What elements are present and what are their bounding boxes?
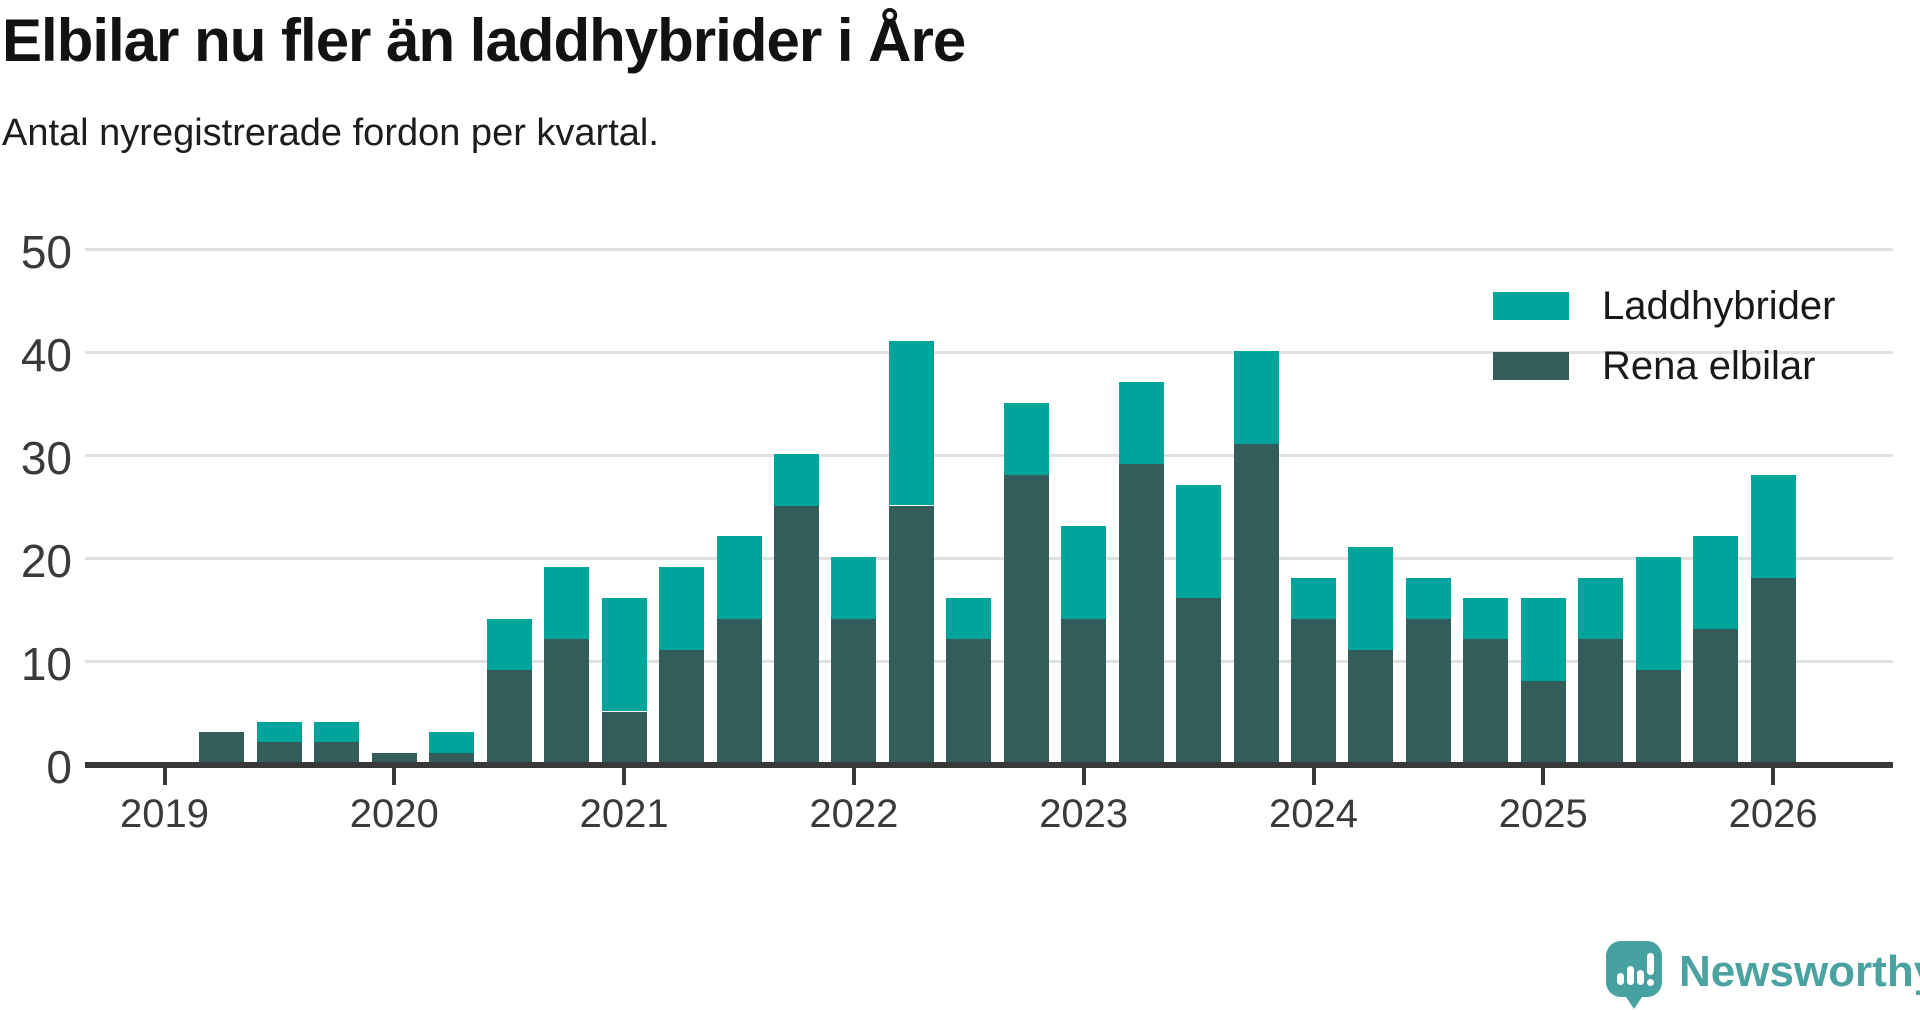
bar-segment <box>946 598 992 640</box>
rena-elbilar-swatch-icon <box>1493 352 1569 380</box>
bar-segment <box>659 649 705 763</box>
bar-segment <box>1061 618 1107 763</box>
bar-segment <box>1520 598 1566 681</box>
bar-segment <box>486 670 532 763</box>
bar-segment <box>314 742 360 763</box>
bar-segment <box>1635 557 1681 671</box>
gridline <box>85 351 1893 354</box>
y-tick-label: 0 <box>46 741 72 793</box>
bar-segment <box>429 752 475 763</box>
bar-segment <box>716 618 762 763</box>
bar-segment <box>773 454 819 506</box>
bar-segment <box>544 567 590 640</box>
x-tick-label: 2024 <box>1269 792 1358 836</box>
bar-segment <box>1520 680 1566 763</box>
bar-segment <box>1463 639 1509 763</box>
x-axis-tick <box>1081 768 1086 785</box>
bar-segment <box>1578 577 1624 640</box>
y-tick-label: 30 <box>20 432 72 484</box>
bar-segment <box>659 567 705 650</box>
x-tick-label: 2020 <box>349 792 439 836</box>
x-axis-tick <box>622 768 627 785</box>
bar-segment <box>1635 670 1681 763</box>
laddhybrider-swatch-icon <box>1493 292 1569 320</box>
bar-segment <box>1693 629 1739 763</box>
bar-segment <box>371 752 417 763</box>
legend-item-rena-elbilar: Rena elbilar <box>1493 343 1836 389</box>
bar-segment <box>1003 474 1049 763</box>
legend-label: Rena elbilar <box>1602 343 1816 388</box>
gridline <box>85 557 1893 560</box>
bar-segment <box>1578 639 1624 763</box>
bar-segment <box>256 721 302 743</box>
bar-segment <box>1118 381 1164 465</box>
bar-segment <box>946 639 992 763</box>
bar-segment <box>1291 618 1336 763</box>
x-tick-label: 2025 <box>1498 792 1588 836</box>
bar-segment <box>1463 598 1509 640</box>
x-tick-label: 2023 <box>1039 792 1129 836</box>
bar-segment <box>888 340 934 506</box>
bar-segment <box>256 742 302 763</box>
bar-segment <box>1693 536 1739 630</box>
bar-segment <box>1405 618 1451 763</box>
bar-segment <box>1003 402 1049 475</box>
bar-segment <box>773 505 819 763</box>
chart-title: Elbilar nu fler än laddhybrider i Åre <box>2 7 966 74</box>
bar-segment <box>1176 598 1222 763</box>
bar-segment <box>831 618 877 763</box>
bar-segment <box>314 721 360 743</box>
x-axis-tick <box>1771 768 1776 785</box>
bar-segment <box>888 505 934 763</box>
bar-segment <box>1118 464 1164 763</box>
x-tick-label: 2022 <box>809 792 899 836</box>
bar-segment <box>1233 351 1279 444</box>
y-tick-label: 20 <box>20 535 72 587</box>
bar-segment <box>1348 546 1394 650</box>
x-tick-label: 2021 <box>579 792 669 836</box>
brand-name: Newsworthy <box>1679 947 1920 996</box>
x-axis-tick <box>392 768 397 785</box>
x-axis-tick <box>1311 768 1316 785</box>
x-tick-label: 2019 <box>120 792 209 836</box>
x-axis-line <box>85 762 1893 768</box>
gridline <box>85 454 1893 457</box>
bar-segment <box>601 711 647 763</box>
x-tick-label: 2026 <box>1728 792 1818 836</box>
bar-segment <box>1233 443 1279 763</box>
bar-segment <box>601 598 647 712</box>
legend-label: Laddhybrider <box>1602 283 1836 328</box>
bar-segment <box>831 557 877 619</box>
bar-segment <box>1405 577 1451 619</box>
gridline <box>85 248 1893 251</box>
bar-segment <box>1061 526 1107 619</box>
bar-segment <box>1750 474 1796 578</box>
bar-segment <box>486 618 532 671</box>
legend: Laddhybrider Rena elbilar <box>1493 283 1836 403</box>
x-axis-tick <box>1541 768 1546 785</box>
bar-segment <box>1291 577 1336 619</box>
newsworthy-mark-icon <box>1606 941 1662 1009</box>
y-tick-label: 40 <box>20 329 72 381</box>
bar-segment <box>1176 484 1222 599</box>
bar-segment <box>199 732 245 763</box>
bar-segment <box>429 732 475 753</box>
bar-segment <box>1750 577 1796 763</box>
chart-subtitle: Antal nyregistrerade fordon per kvartal. <box>2 112 659 154</box>
bar-segment <box>544 639 590 763</box>
bar-segment <box>716 536 762 619</box>
newsworthy-logo: Newsworthy <box>1605 940 1920 1010</box>
y-tick-label: 10 <box>20 638 72 690</box>
legend-item-laddhybrider: Laddhybrider <box>1493 283 1836 329</box>
x-axis-tick <box>851 768 856 785</box>
x-axis-tick <box>162 768 167 785</box>
bar-segment <box>1348 649 1394 763</box>
y-tick-label: 50 <box>20 226 72 278</box>
